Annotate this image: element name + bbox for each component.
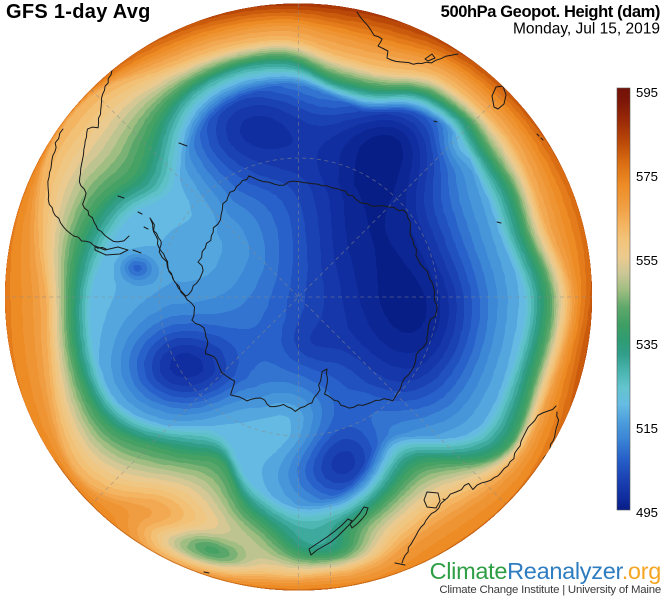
svg-text:575: 575 [636,169,658,184]
svg-text:Monday, Jul 15, 2019: Monday, Jul 15, 2019 [513,21,660,38]
svg-text:535: 535 [636,337,658,352]
svg-text:Climate Change Institute | Uni: Climate Change Institute | University of… [439,584,661,596]
svg-text:555: 555 [636,253,658,268]
svg-text:515: 515 [636,421,658,436]
svg-text:GFS 1-day Avg: GFS 1-day Avg [6,1,151,23]
svg-text:500hPa Geopot. Height (dam): 500hPa Geopot. Height (dam) [441,3,660,21]
svg-text:595: 595 [636,85,658,100]
svg-text:ClimateReanalyzer.org: ClimateReanalyzer.org [430,558,661,584]
svg-text:495: 495 [636,505,658,520]
